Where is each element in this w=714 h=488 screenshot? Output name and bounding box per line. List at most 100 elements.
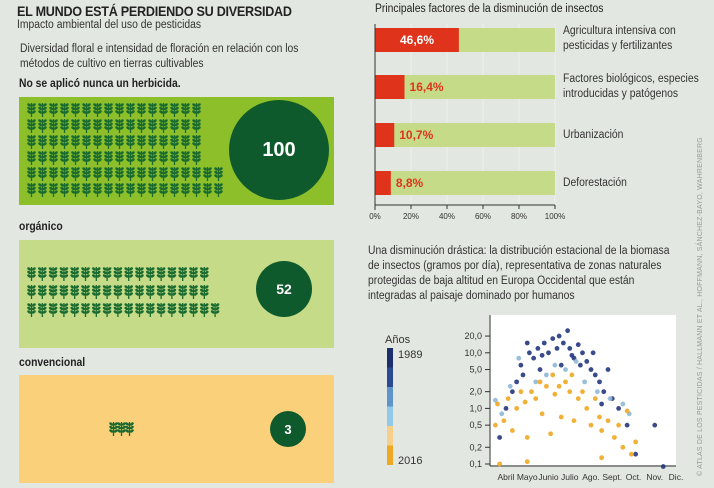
- wheat-leaf: [129, 288, 133, 293]
- wheat-leaf: [97, 167, 102, 171]
- wheat-leaf: [109, 425, 114, 430]
- wheat-leaf: [174, 142, 179, 146]
- wheat-leaf: [38, 119, 43, 123]
- wheat-leaf: [64, 110, 69, 114]
- wheat-leaf: [150, 292, 155, 296]
- wheat-leaf: [70, 267, 75, 271]
- wheat-leaf: [71, 122, 76, 127]
- wheat-leaf: [60, 126, 65, 130]
- wheat-leaf: [215, 310, 220, 314]
- wheat-leaf: [196, 158, 201, 162]
- wheat-leaf: [59, 310, 64, 314]
- wheat-leaf: [27, 174, 32, 178]
- wheat-leaf: [93, 119, 98, 123]
- wheat-leaf: [181, 183, 186, 187]
- wheat-leaf: [150, 310, 155, 314]
- wheat-leaf: [27, 310, 32, 314]
- data-point: [492, 397, 498, 403]
- wheat-leaf: [64, 270, 69, 275]
- wheat-leaf: [75, 270, 79, 275]
- wheat-leaf: [183, 285, 187, 289]
- wheat-leaf: [119, 183, 124, 187]
- wheat-leaf: [129, 270, 133, 275]
- wheat-leaf: [159, 174, 164, 178]
- wheat-icon: [148, 167, 157, 181]
- wheat-icon: [148, 151, 157, 165]
- wheat-leaf: [170, 122, 175, 127]
- wheat-leaf: [214, 190, 219, 194]
- wheat-leaf: [152, 119, 157, 123]
- wheat-leaf: [135, 306, 140, 311]
- wheat-leaf: [193, 292, 198, 296]
- wheat-leaf: [146, 267, 150, 271]
- wheat-leaf: [126, 158, 131, 162]
- wheat-leaf: [181, 154, 186, 159]
- wheat-leaf: [141, 126, 146, 130]
- wheat-leaf: [204, 292, 209, 296]
- wheat-leaf: [85, 267, 90, 271]
- wheat-leaf: [97, 170, 102, 175]
- wheat-leaf: [192, 122, 197, 127]
- wheat-leaf: [38, 110, 43, 114]
- wheat-leaf: [107, 303, 112, 307]
- wheat-leaf: [163, 110, 168, 114]
- wheat-leaf: [108, 142, 113, 146]
- wheat-leaf: [75, 110, 80, 114]
- wheat-leaf: [70, 310, 75, 314]
- data-point: [535, 345, 541, 351]
- wheat-leaf: [119, 186, 124, 191]
- wheat-leaf: [108, 122, 113, 127]
- wheat-leaf: [148, 106, 153, 111]
- wheat-leaf: [178, 292, 183, 296]
- legend-swatch: [387, 426, 393, 446]
- wheat-leaf: [130, 126, 135, 130]
- wheat-leaf: [118, 267, 123, 271]
- wheat-leaf: [185, 110, 190, 114]
- wheat-icon: [71, 135, 80, 149]
- wheat-leaf: [172, 306, 177, 311]
- wheat-leaf: [59, 267, 64, 271]
- wheat-leaf: [108, 167, 113, 171]
- wheat-leaf: [31, 270, 36, 275]
- wheat-leaf: [118, 288, 123, 293]
- y-tick-label: 1,0: [469, 403, 482, 413]
- data-point: [584, 406, 590, 411]
- wheat-leaf: [124, 267, 129, 271]
- wheat-leaf: [64, 274, 69, 278]
- wheat-leaf: [139, 274, 144, 278]
- wheat-leaf: [27, 138, 32, 143]
- wheat-leaf: [31, 158, 36, 162]
- wheat-leaf: [152, 142, 157, 146]
- wheat-icon: [81, 267, 90, 281]
- wheat-leaf: [181, 186, 186, 191]
- wheat-leaf: [159, 135, 164, 139]
- wheat-leaf: [130, 151, 135, 155]
- wheat-leaf: [115, 186, 120, 191]
- wheat-icon: [113, 303, 123, 317]
- wheat-leaf: [48, 274, 53, 278]
- wheat-leaf: [130, 190, 135, 194]
- wheat-leaf: [178, 306, 183, 311]
- wheat-leaf: [137, 183, 142, 187]
- wheat-leaf: [185, 138, 190, 143]
- wheat-leaf: [152, 106, 157, 111]
- wheat-icon: [170, 167, 179, 181]
- data-point: [522, 399, 528, 405]
- wheat-leaf: [60, 174, 65, 178]
- data-point: [620, 444, 626, 450]
- wheat-leaf: [163, 126, 168, 130]
- data-point: [556, 333, 562, 339]
- wheat-icon: [71, 183, 80, 197]
- wheat-leaf: [70, 285, 75, 289]
- wheat-icon: [81, 303, 90, 317]
- wheat-leaf: [159, 138, 164, 143]
- wheat-leaf: [137, 142, 142, 146]
- wheat-leaf: [185, 119, 190, 123]
- wheat-leaf: [196, 186, 201, 191]
- wheat-leaf: [126, 103, 131, 107]
- wheat-leaf: [75, 310, 79, 314]
- wheat-leaf: [196, 167, 201, 171]
- wheat-leaf: [42, 186, 47, 191]
- wheat-leaf: [119, 154, 124, 159]
- wheat-leaf: [48, 270, 53, 275]
